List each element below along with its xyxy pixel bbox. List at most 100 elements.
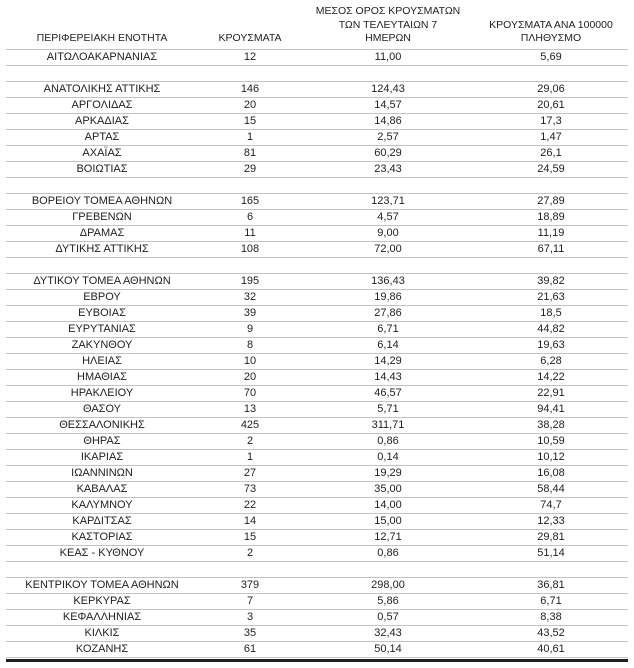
region-cell: ΚΑΛΥΜΝΟΥ xyxy=(6,497,198,514)
cases-cell: 1 xyxy=(198,449,302,466)
spacer-row xyxy=(6,561,628,578)
region-cell: ΒΟΙΩΤΙΑΣ xyxy=(6,161,198,178)
region-cell: ΚΑΣΤΟΡΙΑΣ xyxy=(6,529,198,546)
avg7-cell: 60,29 xyxy=(302,145,474,162)
col-header-per100k: ΚΡΟΥΣΜΑΤΑ ΑΝΑ 100000 ΠΛΗΘΥΣΜΟ xyxy=(474,5,628,50)
col-header-avg7-line3: ΗΜΕΡΩΝ xyxy=(365,32,411,45)
per100k-cell: 44,82 xyxy=(474,321,628,338)
spacer-cell xyxy=(6,65,198,82)
per100k-cell: 10,12 xyxy=(474,449,628,466)
cases-cell: 6 xyxy=(198,209,302,226)
cases-cell: 2 xyxy=(198,433,302,450)
region-cell: ΚΑΒΑΛΑΣ xyxy=(6,481,198,498)
per100k-cell: 18,89 xyxy=(474,209,628,226)
table-row: ΚΕΑΣ - ΚΥΘΝΟΥ 2 0,86 51,14 xyxy=(6,545,628,562)
avg7-cell: 72,00 xyxy=(302,241,474,258)
table-row: ΘΗΡΑΣ 2 0,86 10,59 xyxy=(6,433,628,450)
col-header-avg7-line2: ΤΩΝ ΤΕΛΕΥΤΑΙΩΝ 7 xyxy=(338,18,438,31)
table-row: ΚΑΣΤΟΡΙΑΣ 15 12,71 29,81 xyxy=(6,529,628,546)
spacer-cell xyxy=(6,177,198,194)
region-cell: ΚΕΡΚΥΡΑΣ xyxy=(6,593,198,610)
per100k-cell: 36,81 xyxy=(474,577,628,594)
per100k-cell: 17,3 xyxy=(474,113,628,130)
per100k-cell: 24,59 xyxy=(474,161,628,178)
table-row: ΑΡΚΑΔΙΑΣ 15 14,86 17,3 xyxy=(6,113,628,130)
avg7-cell: 6,71 xyxy=(302,321,474,338)
region-cell: ΑΙΤΩΛΟΑΚΑΡΝΑΝΙΑΣ xyxy=(6,49,198,66)
table-row: ΕΥΒΟΙΑΣ 39 27,86 18,5 xyxy=(6,305,628,322)
cases-cell: 165 xyxy=(198,193,302,210)
region-cell: ΘΗΡΑΣ xyxy=(6,433,198,450)
avg7-cell: 14,86 xyxy=(302,113,474,130)
cases-cell: 35 xyxy=(198,625,302,642)
cases-cell: 61 xyxy=(198,641,302,658)
per100k-cell: 39,82 xyxy=(474,273,628,290)
avg7-cell: 27,86 xyxy=(302,305,474,322)
cases-cell: 27 xyxy=(198,465,302,482)
table-row: ΕΒΡΟΥ 32 19,86 21,63 xyxy=(6,289,628,306)
avg7-cell: 11,00 xyxy=(302,49,474,66)
avg7-cell: 35,00 xyxy=(302,481,474,498)
cases-cell: 1 xyxy=(198,129,302,146)
table-bottom-rule xyxy=(6,658,628,662)
table-row: ΔΡΑΜΑΣ 11 9,00 11,19 xyxy=(6,225,628,242)
table-row: ΕΥΡΥΤΑΝΙΑΣ 9 6,71 44,82 xyxy=(6,321,628,338)
cases-cell: 379 xyxy=(198,577,302,594)
region-cell: ΑΡΓΟΛΙΔΑΣ xyxy=(6,97,198,114)
cases-cell: 13 xyxy=(198,401,302,418)
region-cell: ΙΩΑΝΝΙΝΩΝ xyxy=(6,465,198,482)
per100k-cell: 38,28 xyxy=(474,417,628,434)
cases-cell: 22 xyxy=(198,497,302,514)
cases-cell: 3 xyxy=(198,609,302,626)
region-cell: ΑΧΑΪΑΣ xyxy=(6,145,198,162)
per100k-cell: 8,38 xyxy=(474,609,628,626)
spacer-cell xyxy=(302,177,474,194)
col-header-avg7-line1: ΜΕΣΟΣ ΟΡΟΣ ΚΡΟΥΣΜΑΤΩΝ xyxy=(315,5,461,17)
cases-cell: 12 xyxy=(198,49,302,66)
region-cell: ΚΟΖΑΝΗΣ xyxy=(6,641,198,658)
per100k-cell: 10,59 xyxy=(474,433,628,450)
table-row: ΙΚΑΡΙΑΣ 1 0,14 10,12 xyxy=(6,449,628,466)
per100k-cell: 11,19 xyxy=(474,225,628,242)
table-row: ΚΕΝΤΡΙΚΟΥ ΤΟΜΕΑ ΑΘΗΝΩΝ 379 298,00 36,81 xyxy=(6,577,628,594)
region-cell: ΚΕΑΣ - ΚΥΘΝΟΥ xyxy=(6,545,198,562)
table-row: ΘΕΣΣΑΛΟΝΙΚΗΣ 425 311,71 38,28 xyxy=(6,417,628,434)
region-cell: ΒΟΡΕΙΟΥ ΤΟΜΕΑ ΑΘΗΝΩΝ xyxy=(6,193,198,210)
cases-cell: 425 xyxy=(198,417,302,434)
avg7-cell: 14,43 xyxy=(302,369,474,386)
cases-cell: 15 xyxy=(198,113,302,130)
table-row: ΑΡΓΟΛΙΔΑΣ 20 14,57 20,61 xyxy=(6,97,628,114)
cases-cell: 146 xyxy=(198,81,302,98)
table-row: ΚΑΡΔΙΤΣΑΣ 14 15,00 12,33 xyxy=(6,513,628,530)
spacer-cell xyxy=(198,65,302,82)
per100k-cell: 58,44 xyxy=(474,481,628,498)
region-cell: ΑΡΚΑΔΙΑΣ xyxy=(6,113,198,130)
table-row: ΗΜΑΘΙΑΣ 20 14,43 14,22 xyxy=(6,369,628,386)
per100k-cell: 12,33 xyxy=(474,513,628,530)
region-cell: ΕΒΡΟΥ xyxy=(6,289,198,306)
per100k-cell: 27,89 xyxy=(474,193,628,210)
per100k-cell: 16,08 xyxy=(474,465,628,482)
cases-cell: 7 xyxy=(198,593,302,610)
avg7-cell: 124,43 xyxy=(302,81,474,98)
avg7-cell: 14,29 xyxy=(302,353,474,370)
region-cell: ΚΑΡΔΙΤΣΑΣ xyxy=(6,513,198,530)
avg7-cell: 15,00 xyxy=(302,513,474,530)
table-row: ΒΟΙΩΤΙΑΣ 29 23,43 24,59 xyxy=(6,161,628,178)
per100k-cell: 40,61 xyxy=(474,641,628,658)
spacer-cell xyxy=(474,65,628,82)
per100k-cell: 26,1 xyxy=(474,145,628,162)
table-row: ΑΝΑΤΟΛΙΚΗΣ ΑΤΤΙΚΗΣ 146 124,43 29,06 xyxy=(6,81,628,98)
avg7-cell: 311,71 xyxy=(302,417,474,434)
per100k-cell: 94,41 xyxy=(474,401,628,418)
region-cell: ΓΡΕΒΕΝΩΝ xyxy=(6,209,198,226)
table-row: ΒΟΡΕΙΟΥ ΤΟΜΕΑ ΑΘΗΝΩΝ 165 123,71 27,89 xyxy=(6,193,628,210)
cases-cell: 195 xyxy=(198,273,302,290)
per100k-cell: 74,7 xyxy=(474,497,628,514)
cases-cell: 32 xyxy=(198,289,302,306)
cases-cell: 20 xyxy=(198,369,302,386)
per100k-cell: 29,81 xyxy=(474,529,628,546)
spacer-cell xyxy=(474,561,628,578)
avg7-cell: 5,71 xyxy=(302,401,474,418)
region-cell: ΗΡΑΚΛΕΙΟΥ xyxy=(6,385,198,402)
